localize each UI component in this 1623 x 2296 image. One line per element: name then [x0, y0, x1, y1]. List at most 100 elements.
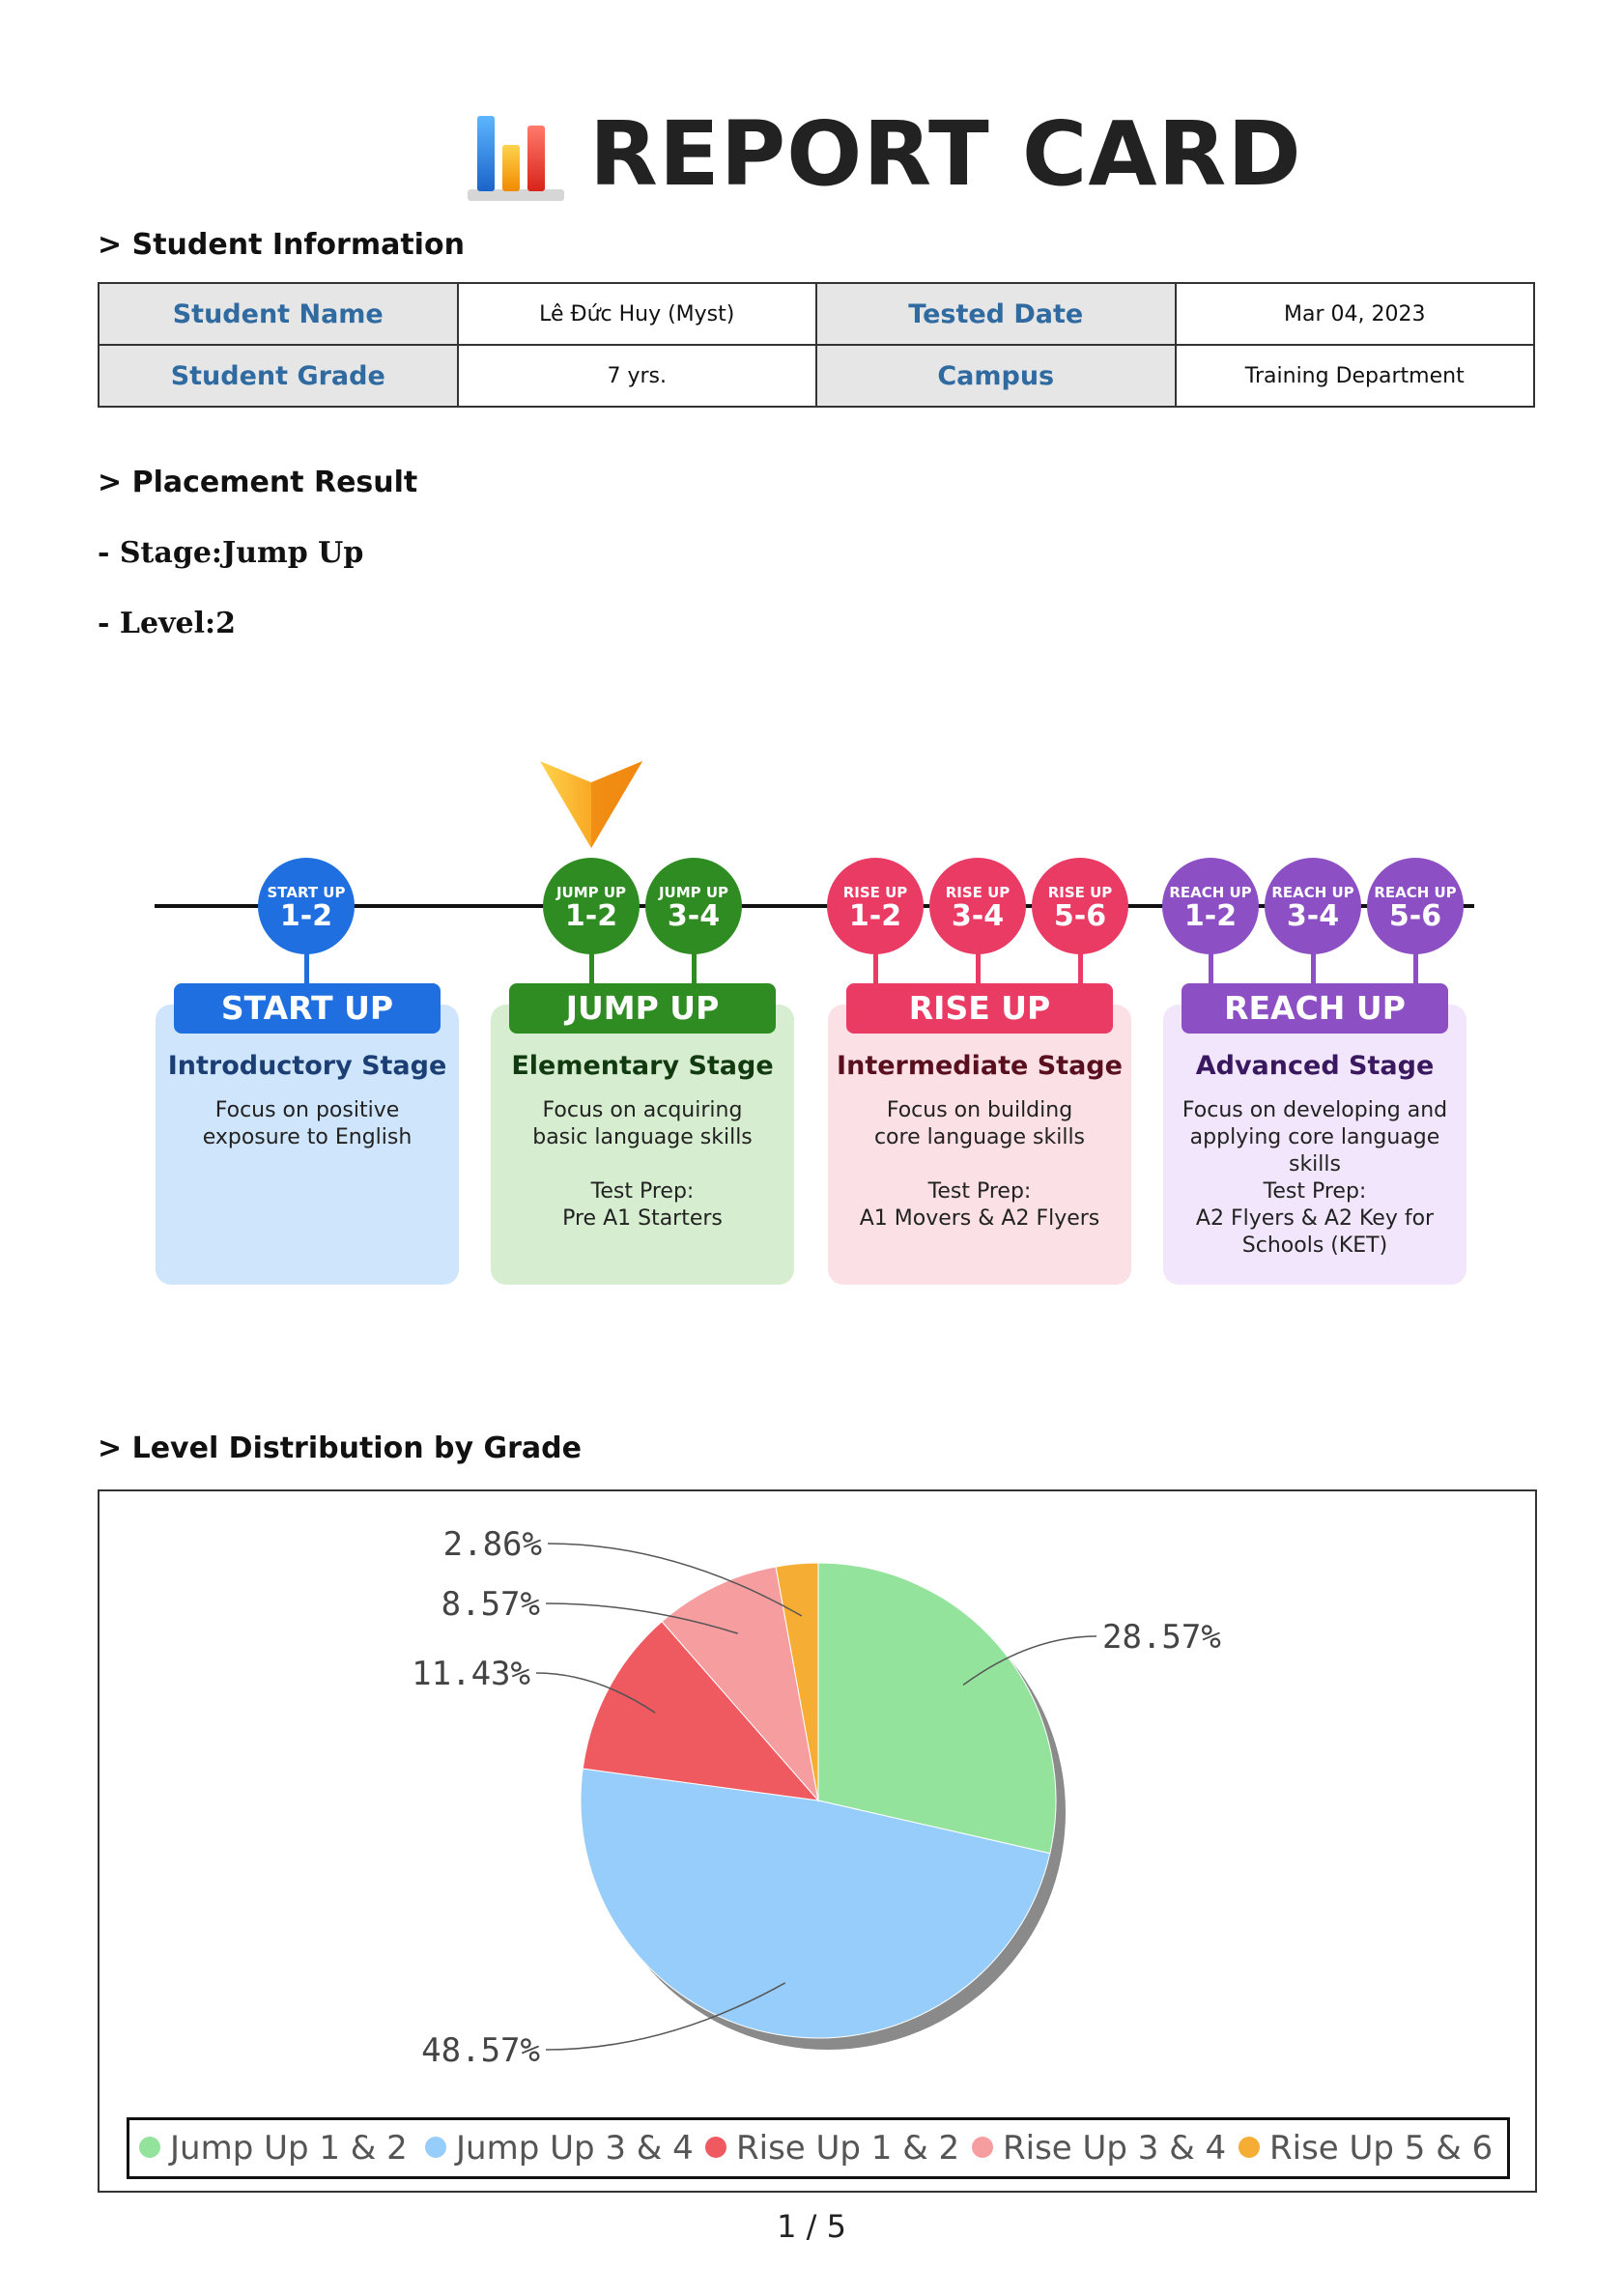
student-grade-label: Student Grade — [98, 344, 459, 408]
level-badge-reach-up-3-4: REACH UP 3-4 — [1265, 858, 1361, 954]
stage-description-line: exposure to English — [202, 1125, 413, 1149]
stage-connector — [589, 947, 594, 989]
pie-slice-label: 8.57% — [441, 1585, 540, 1624]
legend-item: Jump Up 1 & 2 — [139, 2120, 408, 2176]
stage-banner-jump-up: JUMP UP — [509, 983, 776, 1034]
pie-chart-panel: 28.57% 48.57% 11.43% 8.57% 2.86% — [98, 1489, 1537, 2193]
placement-stage: - Stage:Jump Up — [98, 536, 364, 570]
stage-banner-rise-up: RISE UP — [846, 983, 1113, 1034]
placement-level: - Level:2 — [98, 607, 236, 640]
tested-date-label: Tested Date — [815, 282, 1177, 346]
timeline-line — [155, 904, 1474, 908]
pie-slice-label: 11.43% — [412, 1655, 530, 1693]
pie-slice — [775, 1562, 819, 1801]
table-row: Student Name Lê Đức Huy (Myst) Tested Da… — [98, 282, 1535, 346]
stage-name: Advanced Stage — [1195, 1051, 1435, 1081]
table-row: Student Grade 7 yrs. Campus Training Dep… — [98, 344, 1535, 408]
legend-swatch — [425, 2136, 446, 2158]
stage-card-rise-up — [828, 1005, 1131, 1285]
level-badge-rise-up-3-4: RISE UP 3-4 — [929, 858, 1026, 954]
stage-description: Focus on positive exposure to English — [156, 1097, 459, 1151]
level-badge-start-up-1-2: START UP 1-2 — [258, 858, 355, 954]
legend-label: Rise Up 5 & 6 — [1269, 2129, 1494, 2168]
student-name-label: Student Name — [98, 282, 459, 346]
legend-swatch — [1239, 2136, 1260, 2158]
stage-card-start-up — [156, 1005, 459, 1285]
pie-slice — [817, 1562, 1057, 1855]
stage-test-prep-line: A1 Movers & A2 Flyers — [859, 1206, 1100, 1231]
student-info-table: Student Name Lê Đức Huy (Myst) Tested Da… — [98, 282, 1535, 408]
legend-item: Rise Up 5 & 6 — [1239, 2120, 1493, 2176]
legend-label: Jump Up 1 & 2 — [170, 2129, 408, 2168]
pie-slice — [580, 1768, 1051, 2039]
level-badge-stage: RISE UP — [945, 884, 1011, 901]
stage-test-prep: Test Prep: Pre A1 Starters — [491, 1178, 794, 1233]
pie-slice-label: 2.86% — [443, 1525, 542, 1564]
level-badge-stage: RISE UP — [1047, 884, 1113, 901]
stage-test-prep-line: Test Prep: — [927, 1179, 1032, 1204]
pie-leader-line — [545, 1602, 738, 1634]
tested-date-value: Mar 04, 2023 — [1174, 282, 1535, 346]
level-badge-number: 1-2 — [279, 899, 333, 933]
placement-result-heading: > Placement Result — [98, 466, 418, 499]
stage-description-line: basic language skills — [532, 1125, 753, 1149]
legend-item: Jump Up 3 & 4 — [425, 2120, 694, 2176]
student-information-heading: > Student Information — [98, 228, 465, 262]
level-badge-reach-up-1-2: REACH UP 1-2 — [1162, 858, 1259, 954]
level-badge-rise-up-1-2: RISE UP 1-2 — [827, 858, 924, 954]
stage-description-line: core language skills — [873, 1125, 1086, 1149]
level-badge-stage: JUMP UP — [658, 884, 729, 901]
stage-description-line: Focus on acquiring — [542, 1098, 743, 1122]
level-distribution-heading: > Level Distribution by Grade — [98, 1431, 582, 1465]
legend-swatch — [705, 2136, 726, 2158]
level-badge-reach-up-5-6: REACH UP 5-6 — [1367, 858, 1464, 954]
campus-label: Campus — [815, 344, 1177, 408]
stage-test-prep-line: Pre A1 Starters — [562, 1206, 723, 1231]
chart-legend: Jump Up 1 & 2 Jump Up 3 & 4 Rise Up 1 & 2 R… — [127, 2117, 1510, 2179]
level-badge-stage: START UP — [267, 884, 346, 901]
level-badge-number: 1-2 — [1183, 899, 1238, 933]
stage-card-reach-up — [1163, 1005, 1466, 1285]
stage-diagram: START UP 1-2 START UP Introductory Stage Foc… — [97, 744, 1526, 1294]
stage-name: Introductory Stage — [167, 1051, 447, 1081]
legend-label: Rise Up 3 & 4 — [1003, 2129, 1227, 2168]
level-badge-number: 5-6 — [1053, 899, 1107, 933]
level-badge-jump-up-1-2: JUMP UP 1-2 — [543, 858, 640, 954]
stage-test-prep: Test Prep: A2 Flyers & A2 Key for Schools … — [1163, 1178, 1466, 1260]
level-badge-stage: REACH UP — [1169, 884, 1252, 901]
level-badge-stage: REACH UP — [1271, 884, 1354, 901]
stage-description-line: Focus on developing and — [1182, 1098, 1448, 1122]
level-badge-stage: REACH UP — [1374, 884, 1457, 901]
pie-leader-line — [535, 1672, 656, 1714]
level-badge-rise-up-5-6: RISE UP 5-6 — [1032, 858, 1128, 954]
legend-label: Rise Up 1 & 2 — [736, 2129, 960, 2168]
stage-card-jump-up — [491, 1005, 794, 1285]
stage-banner-reach-up: REACH UP — [1182, 983, 1448, 1034]
stage-connector — [976, 947, 981, 989]
stage-connector — [692, 947, 697, 989]
stage-test-prep: Test Prep: A1 Movers & A2 Flyers — [828, 1178, 1131, 1233]
stage-connector — [873, 947, 878, 989]
level-badge-number: 3-4 — [1286, 899, 1340, 933]
stage-test-prep-line: A2 Flyers & A2 Key for — [1195, 1206, 1435, 1231]
stage-description: Focus on developing and applying core lan… — [1163, 1097, 1466, 1178]
pie-slice-label: 48.57% — [421, 2031, 540, 2070]
pie-slice — [661, 1566, 819, 1802]
legend-item: Rise Up 3 & 4 — [972, 2120, 1226, 2176]
stage-test-prep-line: Test Prep: — [590, 1179, 695, 1204]
level-badge-number: 1-2 — [848, 899, 902, 933]
report-header: REPORT CARD — [0, 97, 1623, 213]
stage-banner-start-up: START UP — [174, 983, 441, 1034]
stage-description: Focus on acquiring basic language skills — [491, 1097, 794, 1151]
report-title: REPORT CARD — [589, 102, 1302, 206]
level-badge-jump-up-3-4: JUMP UP 3-4 — [645, 858, 742, 954]
page-number: 1 / 5 — [777, 2208, 846, 2245]
stage-connector — [1311, 947, 1316, 989]
level-badge-number: 5-6 — [1388, 899, 1442, 933]
stage-description: Focus on building core language skills — [828, 1097, 1131, 1151]
legend-label: Jump Up 3 & 4 — [456, 2129, 694, 2168]
pie-chart: 28.57% 48.57% 11.43% 8.57% 2.86% — [412, 1525, 1221, 2070]
stage-name: Elementary Stage — [511, 1051, 774, 1081]
stage-test-prep-line: Test Prep: — [1263, 1179, 1367, 1204]
bar-chart-icon — [468, 116, 564, 201]
